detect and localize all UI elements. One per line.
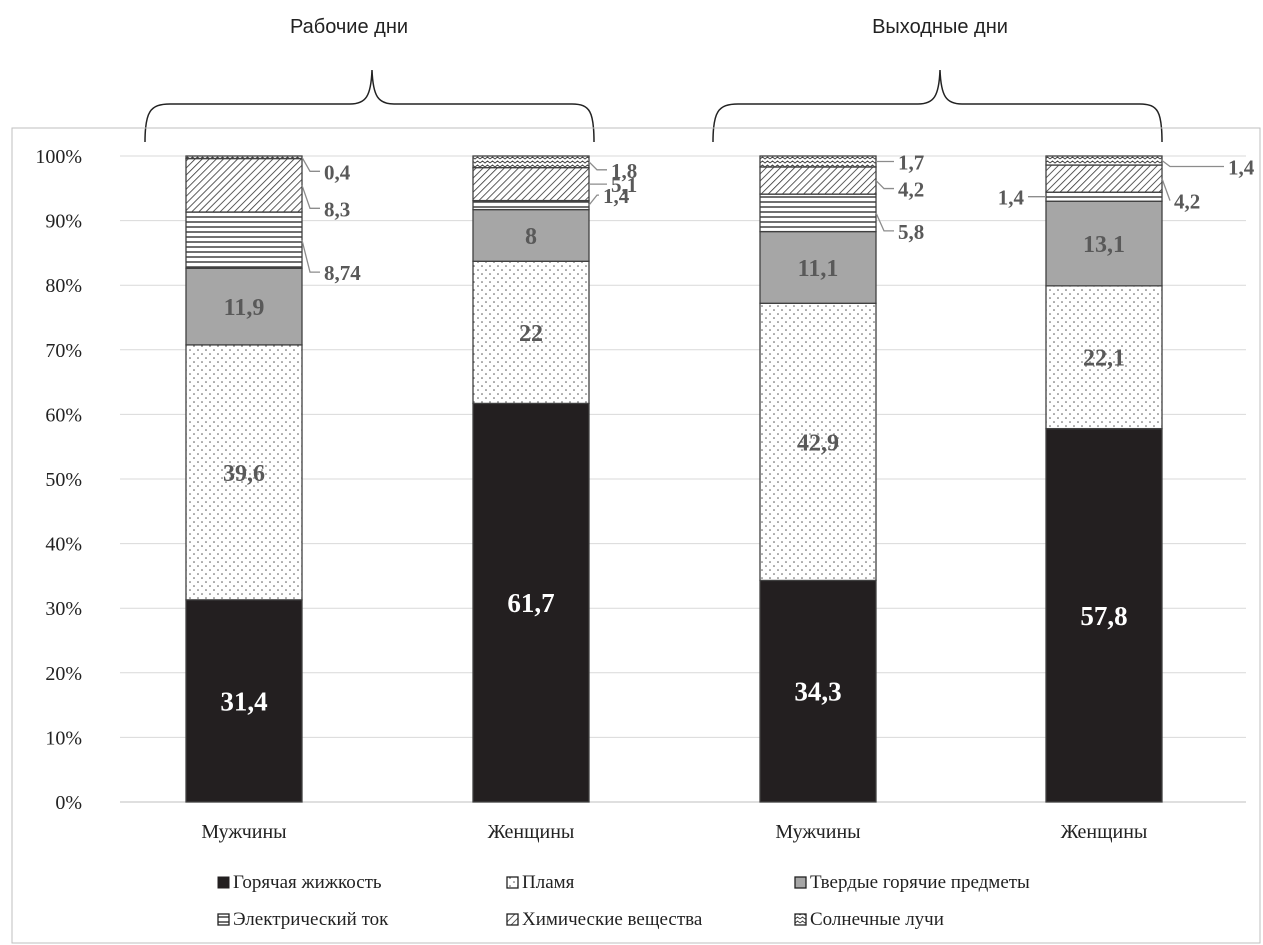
bar-segment-solid-objects: [1045, 200, 1163, 287]
bar-segment-solid-objects: [185, 267, 303, 346]
y-tick-label: 80%: [45, 275, 82, 297]
bar-segment-electric-current: [759, 193, 877, 233]
data-label-electric-current: 1,4: [998, 186, 1025, 210]
legend-swatch-electric-current: [217, 913, 230, 926]
y-tick-label: 100%: [35, 146, 82, 168]
chart-area-frame: [11, 127, 1261, 944]
bar-segment-electric-current: [185, 211, 303, 269]
bar-segment-electric-current: [472, 199, 590, 211]
data-label-solid-objects: 11,1: [798, 256, 839, 282]
legend-label-flame: Пламя: [522, 872, 575, 893]
bar-segment-solid-objects: [472, 208, 590, 262]
data-label-chemicals: 4,2: [1174, 190, 1200, 214]
x-category-label: Женщины: [1061, 821, 1148, 843]
group-label-workdays: Рабочие дни: [290, 16, 408, 38]
bar-segment-chemicals: [472, 166, 590, 202]
data-label-chemicals: 8,3: [324, 197, 350, 221]
bar-segment-hot-liquid: [185, 599, 303, 803]
legend-label-chemicals: Химические вещества: [522, 909, 703, 930]
y-tick-label: 60%: [45, 404, 82, 426]
x-axis-category-labels: Мужчины Женщины Мужчины Женщины: [201, 821, 1147, 843]
data-label-hot-liquid: 34,3: [794, 677, 841, 707]
data-label-sun-rays: 1,8: [611, 159, 637, 183]
data-label-solid-objects: 8: [525, 224, 537, 250]
data-label-electric-current: 8,74: [324, 261, 361, 285]
data-label-solid-objects: 13,1: [1083, 232, 1125, 258]
y-tick-label: 10%: [45, 727, 82, 749]
group-brace-workdays: [144, 69, 595, 143]
data-label-sun-rays: 1,7: [898, 150, 924, 174]
legend: Горячая жижкость Пламя Твердые горячие п…: [217, 872, 1030, 930]
bar-segment-sun-rays: [185, 155, 303, 160]
group-label-weekends: Выходные дни: [872, 16, 1008, 38]
legend-item-hot-liquid: Горячая жижкость: [217, 872, 382, 893]
callout-line-chemicals: [301, 185, 320, 209]
data-label-chemicals: 5,1: [611, 173, 637, 197]
data-label-flame: 22,1: [1083, 346, 1125, 372]
data-label-hot-liquid: 31,4: [220, 686, 267, 716]
callout-line-electric-current: [588, 194, 599, 206]
data-label-electric-current: 1,4: [603, 184, 630, 208]
bar-segment-electric-current: [1045, 191, 1163, 202]
bar-segment-chemicals: [1045, 164, 1163, 193]
callout-line-sun-rays: [1161, 160, 1224, 168]
legend-label-electric-current: Электрический ток: [233, 909, 389, 930]
y-tick-label: 40%: [45, 534, 82, 556]
callout-line-chemicals: [1161, 178, 1171, 201]
legend-swatch-hot-liquid: [217, 876, 230, 889]
legend-item-solid-objects: Твердые горячие предметы: [794, 872, 1030, 893]
legend-item-chemicals: Химические вещества: [506, 909, 703, 930]
y-tick-label: 90%: [45, 211, 82, 233]
bar-segment-flame: [1045, 285, 1163, 430]
bar-segment-flame: [472, 260, 590, 405]
bar-segment-sun-rays: [759, 155, 877, 168]
y-axis-tick-labels: 0% 10% 20% 30% 40% 50% 60% 70% 80% 90% 100%: [35, 146, 82, 814]
y-tick-label: 50%: [45, 469, 82, 491]
data-label-sun-rays: 1,4: [1228, 156, 1255, 180]
bars: [185, 155, 1163, 803]
legend-swatch-chemicals: [506, 913, 519, 926]
legend-label-hot-liquid: Горячая жижкость: [233, 872, 382, 893]
data-label-flame: 39,6: [223, 461, 265, 487]
group-brace-weekends: [712, 69, 1163, 143]
callout-line-electric-current: [301, 239, 320, 273]
legend-swatch-flame: [506, 876, 519, 889]
data-label-flame: 42,9: [797, 430, 839, 456]
y-tick-label: 0%: [55, 792, 82, 814]
x-category-label: Женщины: [488, 821, 575, 843]
data-label-sun-rays: 0,4: [324, 160, 351, 184]
legend-swatch-solid-objects: [794, 876, 807, 889]
data-label-chemicals: 4,2: [898, 178, 924, 202]
x-category-label: Мужчины: [775, 821, 860, 843]
callout-line-electric-current: [875, 212, 894, 232]
x-category-label: Мужчины: [201, 821, 286, 843]
bar-segment-flame: [759, 302, 877, 582]
data-labels: 31,439,611,98,748,30,461,72281,45,11,834…: [220, 150, 1254, 716]
bar-segment-solid-objects: [759, 230, 877, 304]
legend-item-sun-rays: Солнечные лучи: [794, 909, 944, 930]
legend-item-electric-current: Электрический ток: [217, 909, 389, 930]
y-tick-label: 20%: [45, 663, 82, 685]
legend-swatch-sun-rays: [794, 913, 807, 926]
bar-segment-sun-rays: [1045, 155, 1163, 166]
legend-item-flame: Пламя: [506, 872, 575, 893]
legend-label-sun-rays: Солнечные лучи: [810, 909, 944, 930]
data-label-hot-liquid: 57,8: [1080, 601, 1127, 631]
y-tick-label: 70%: [45, 340, 82, 362]
legend-label-solid-objects: Твердые горячие предметы: [810, 872, 1030, 893]
data-label-flame: 22: [519, 321, 543, 347]
callout-line-sun-rays: [588, 161, 607, 171]
bar-segment-chemicals: [759, 166, 877, 195]
data-label-solid-objects: 11,9: [224, 295, 265, 321]
callout-line-chemicals: [875, 180, 894, 190]
callout-line-sun-rays: [301, 156, 320, 172]
y-tick-label: 30%: [45, 598, 82, 620]
bar-segment-chemicals: [185, 157, 303, 213]
bar-segment-hot-liquid: [472, 402, 590, 803]
bar-segment-sun-rays: [472, 155, 590, 169]
data-label-hot-liquid: 61,7: [507, 588, 554, 618]
bar-segment-flame: [185, 344, 303, 601]
data-label-electric-current: 5,8: [898, 220, 924, 244]
